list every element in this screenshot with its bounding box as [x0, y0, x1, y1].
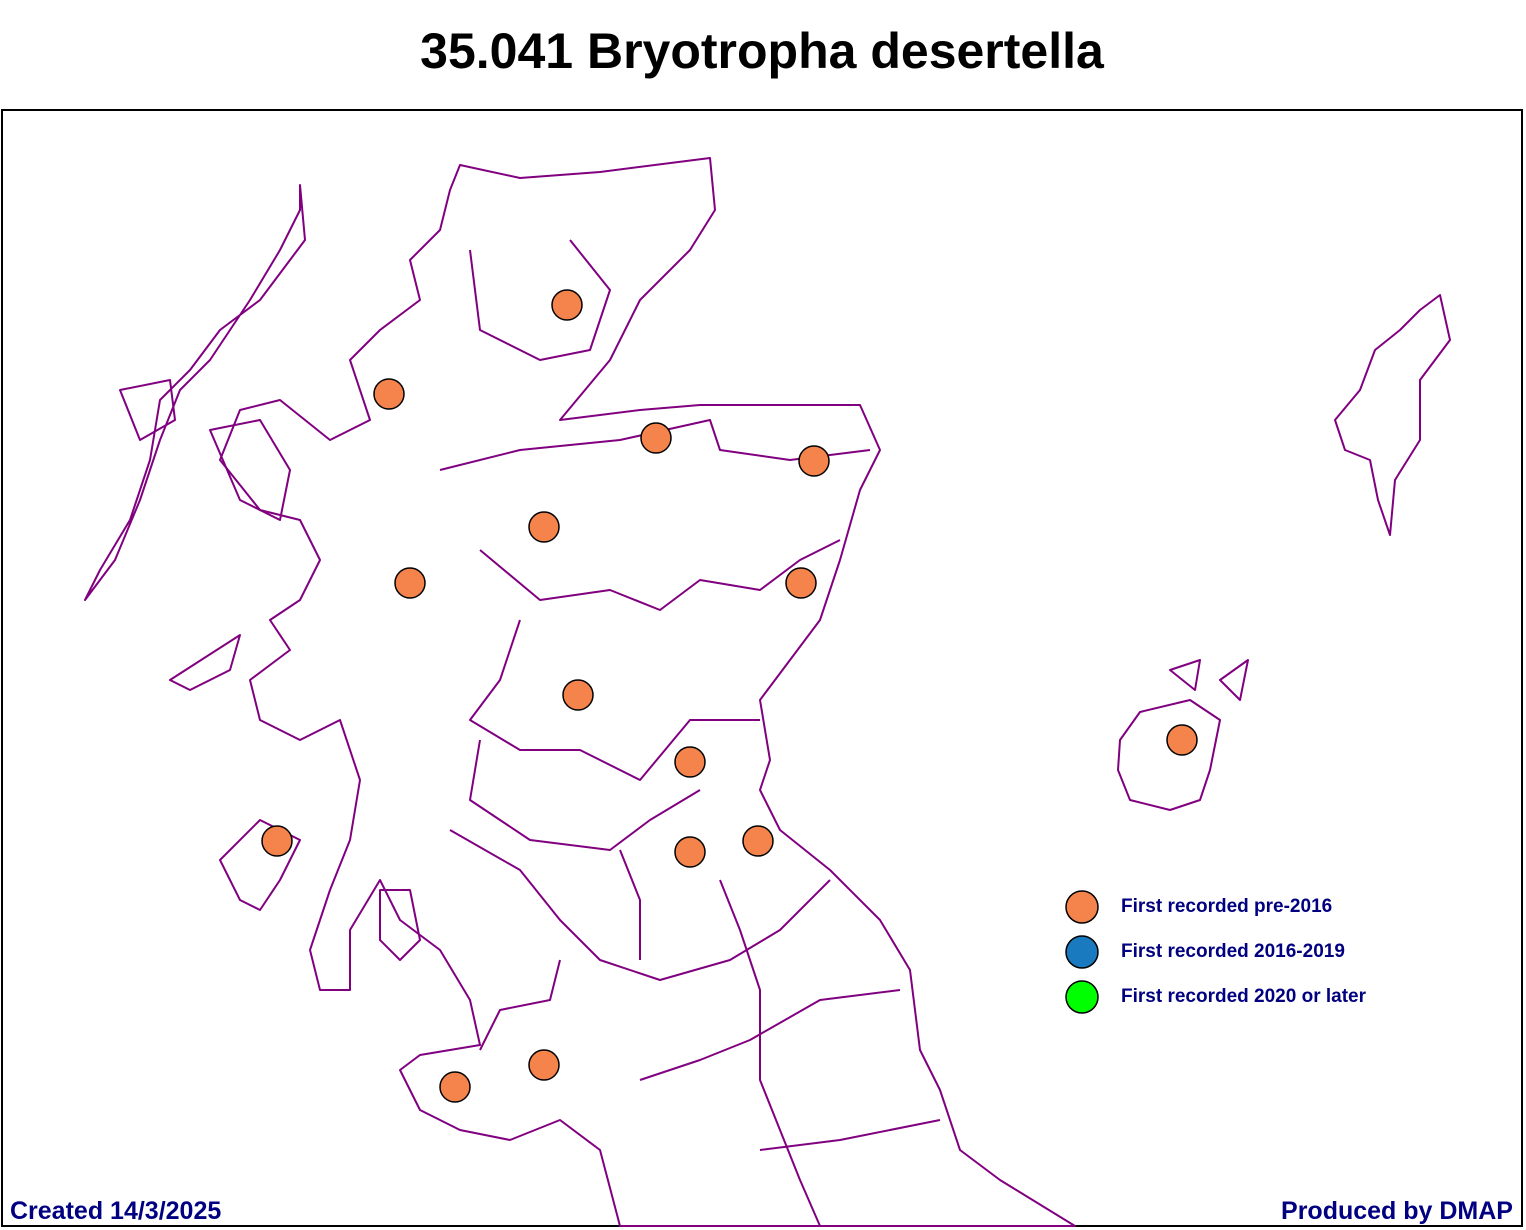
record-dots [261, 289, 1198, 1103]
record-dot [528, 511, 560, 543]
record-dot [785, 567, 817, 599]
record-dot [551, 289, 583, 321]
legend: First recorded pre-2016 First recorded 20… [1065, 890, 1367, 1014]
orkney [1117, 659, 1249, 811]
record-dot [528, 1049, 560, 1081]
record-dot [373, 378, 405, 410]
record-dot [261, 825, 293, 857]
record-dot [640, 422, 672, 454]
created-date: Created 14/3/2025 [10, 1197, 221, 1225]
legend-swatch [1065, 890, 1099, 924]
record-dot [1166, 724, 1198, 756]
legend-label: First recorded 2020 or later [1121, 986, 1367, 1007]
shetland [1334, 294, 1451, 536]
record-dot [798, 445, 830, 477]
record-dot [562, 679, 594, 711]
legend-swatch [1065, 935, 1099, 969]
outer-hebrides [84, 184, 306, 601]
vice-county-outlines [84, 157, 1451, 1227]
county-boundaries [439, 239, 941, 1227]
legend-label: First recorded pre-2016 [1121, 896, 1332, 917]
mainland-outline [219, 157, 1076, 1227]
producer: Produced by DMAP [1281, 1197, 1513, 1225]
title: 35.041 Bryotropha desertella [420, 23, 1105, 79]
legend-label: First recorded 2016-2019 [1121, 941, 1345, 962]
inner-isles [169, 419, 421, 961]
record-dot [674, 836, 706, 868]
legend-swatch [1065, 980, 1099, 1014]
record-dot [742, 825, 774, 857]
record-dot [674, 746, 706, 778]
record-dot [394, 567, 426, 599]
record-dot [439, 1071, 471, 1103]
